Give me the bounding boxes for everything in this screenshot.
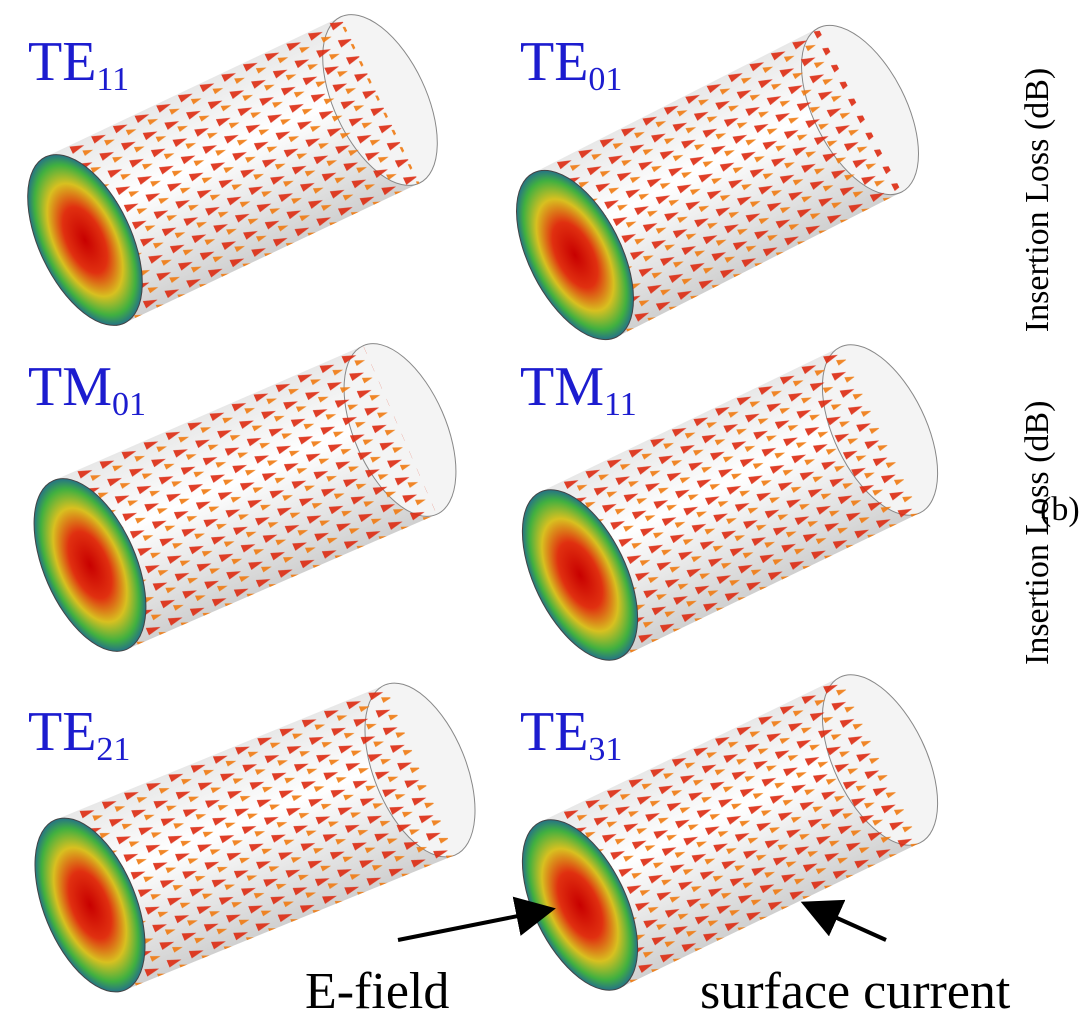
figure: TE11TE01TM01TM11TE21TE31 E-field surface… <box>0 0 1084 1019</box>
mode-index: 31 <box>588 731 622 768</box>
mode-label: TE21 <box>28 701 130 768</box>
surface-current-label: surface current <box>700 963 1011 1019</box>
mode-index: 01 <box>588 61 622 98</box>
mode-label: TE11 <box>28 31 129 98</box>
mode-index: 01 <box>112 386 146 423</box>
y-axis-label: Insertion Loss (dB) <box>1019 68 1056 332</box>
mode-index: 11 <box>96 61 129 98</box>
arrow <box>398 910 548 940</box>
y-axis-label: Insertion Loss (dB) <box>1019 401 1056 665</box>
mode-name: TE <box>520 701 588 763</box>
mode-label: TE31 <box>520 701 622 768</box>
mode-name: TE <box>28 31 96 93</box>
mode-name: TE <box>28 701 96 763</box>
mode-index: 21 <box>96 731 130 768</box>
mode-label: TE01 <box>520 31 622 98</box>
mode-label: TM01 <box>28 356 146 423</box>
arrow <box>808 905 886 940</box>
cylinders <box>4 0 961 1008</box>
mode-index: 11 <box>604 386 637 423</box>
mode-label: TM11 <box>520 356 637 423</box>
e-field-label: E-field <box>305 963 449 1019</box>
mode-name: TM <box>520 356 604 418</box>
mode-name: TM <box>28 356 112 418</box>
mode-name: TE <box>520 31 588 93</box>
